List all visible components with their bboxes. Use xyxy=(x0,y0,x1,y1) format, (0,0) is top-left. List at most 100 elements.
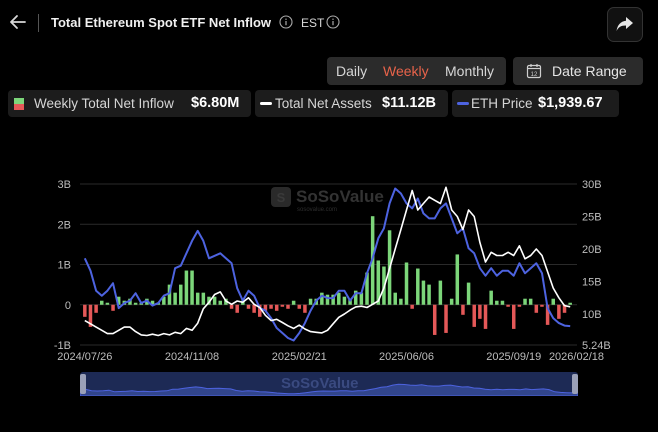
inflow-bar xyxy=(359,292,364,305)
inflow-bar xyxy=(325,294,330,305)
inflow-bar xyxy=(133,302,138,305)
inflow-bar xyxy=(128,298,132,305)
divider xyxy=(38,14,39,32)
x-axis: 2024/07/26 2024/11/08 2025/02/21 2025/06/06… xyxy=(57,351,604,363)
blue-line-icon xyxy=(457,102,469,105)
inflow-bar xyxy=(342,296,347,305)
legend-label: Total Net Assets xyxy=(275,96,372,111)
inflow-bar xyxy=(297,304,302,309)
inflow-bar xyxy=(229,304,234,309)
legend-value: $6.80M xyxy=(191,95,240,111)
inflow-bar xyxy=(105,302,110,305)
inflow-bar xyxy=(421,280,426,305)
inflow-bar xyxy=(410,304,414,309)
inflow-bar xyxy=(545,304,550,325)
inflow-bar xyxy=(432,304,437,335)
inflow-bar xyxy=(263,304,268,311)
navigator-series xyxy=(80,383,578,396)
left-axis: 3B 2B 1B 0 -1B xyxy=(54,179,71,352)
inflow-bar xyxy=(218,300,223,305)
navigator-left-handle[interactable] xyxy=(80,374,86,394)
inflow-bar xyxy=(466,282,471,305)
left-tick-label: 2B xyxy=(58,219,71,231)
inflow-bar xyxy=(207,296,211,305)
right-axis: 30B 25B 20B 15B 10B 5.24B xyxy=(582,179,611,352)
inflow-bar xyxy=(534,304,539,313)
info-icon[interactable] xyxy=(279,15,293,29)
inflow-bar xyxy=(173,292,177,305)
timezone-label: EST xyxy=(301,16,325,30)
inflow-bar xyxy=(528,298,533,305)
inflow-bar xyxy=(94,304,98,313)
inflow-bar xyxy=(320,292,324,305)
inflow-bar xyxy=(557,304,561,319)
x-tick-label: 2024/11/08 xyxy=(165,351,219,363)
inflow-bar xyxy=(461,304,465,315)
x-tick-label: 2025/06/06 xyxy=(379,351,434,363)
tab-monthly[interactable]: Monthly xyxy=(445,63,495,79)
inflow-bar xyxy=(495,300,499,305)
inflow-bar xyxy=(540,304,544,307)
net-inflow-chart[interactable]: S SoSoValue sosovalue.com 3B 2B 1B 0 -1B 30B… xyxy=(0,170,658,370)
left-tick-label: 3B xyxy=(58,179,71,191)
inflow-bars xyxy=(83,216,572,335)
inflow-bar xyxy=(291,300,296,305)
inflow-bar xyxy=(167,284,172,305)
share-button[interactable] xyxy=(607,7,643,42)
right-tick-label: 20B xyxy=(582,244,602,256)
left-tick-label: 1B xyxy=(58,260,71,272)
legend-eth-price[interactable]: ETH Price $1,939.67 xyxy=(452,90,619,117)
inflow-bar xyxy=(348,298,352,305)
inflow-bar xyxy=(184,270,189,305)
svg-text:S: S xyxy=(277,190,286,205)
navigator-right-handle[interactable] xyxy=(572,374,578,394)
tab-daily[interactable]: Daily xyxy=(336,63,368,79)
calendar-icon: 12 xyxy=(526,64,542,79)
bar-icon xyxy=(14,98,24,110)
inflow-bar xyxy=(511,304,516,329)
inflow-bar xyxy=(111,304,115,311)
date-range-button[interactable]: 12 Date Range xyxy=(513,57,643,85)
legend-value: $1,939.67 xyxy=(538,95,603,111)
inflow-bar xyxy=(517,304,522,307)
total-assets-line xyxy=(84,186,571,337)
inflow-bar xyxy=(246,304,251,309)
inflow-bar xyxy=(483,304,488,329)
inflow-bar xyxy=(303,304,307,313)
inflow-bar xyxy=(506,304,510,307)
inflow-bar xyxy=(427,284,431,305)
inflow-bar xyxy=(478,304,482,319)
legend-value: $11.12B xyxy=(382,95,437,111)
x-tick-label: 2025/02/21 xyxy=(272,351,327,363)
inflow-bar xyxy=(179,284,183,305)
navigator-watermark: SoSoValue xyxy=(281,375,359,392)
inflow-bar xyxy=(353,290,358,305)
right-tick-label: 25B xyxy=(582,212,602,224)
inflow-bar xyxy=(116,296,121,305)
legend-label: Weekly Total Net Inflow xyxy=(34,96,174,111)
inflow-bar xyxy=(258,304,262,317)
share-icon xyxy=(616,17,633,31)
left-tick-label: 0 xyxy=(65,300,71,312)
range-navigator[interactable]: SoSoValue xyxy=(80,372,578,396)
inflow-bar xyxy=(100,300,104,305)
legend-net-inflow[interactable]: Weekly Total Net Inflow $6.80M xyxy=(8,90,251,117)
inflow-bar xyxy=(393,292,397,305)
inflow-bar xyxy=(269,304,273,309)
back-arrow-icon[interactable] xyxy=(8,12,28,32)
timezone-info-icon[interactable] xyxy=(326,15,340,29)
right-tick-label: 10B xyxy=(582,309,602,321)
tab-weekly[interactable]: Weekly xyxy=(383,63,429,79)
right-tick-label: 5.24B xyxy=(582,340,611,352)
inflow-bar xyxy=(150,300,155,305)
inflow-bar xyxy=(235,304,239,313)
date-range-label: Date Range xyxy=(552,63,627,79)
legend-total-assets[interactable]: Total Net Assets $11.12B xyxy=(255,90,448,117)
watermark-sub: sosovalue.com xyxy=(297,207,337,213)
white-line-icon xyxy=(260,102,272,105)
inflow-bar xyxy=(523,298,527,305)
inflow-bar xyxy=(376,260,381,305)
inflow-bar xyxy=(308,298,313,305)
inflow-bar xyxy=(195,292,200,305)
eth-price-line xyxy=(83,187,571,342)
